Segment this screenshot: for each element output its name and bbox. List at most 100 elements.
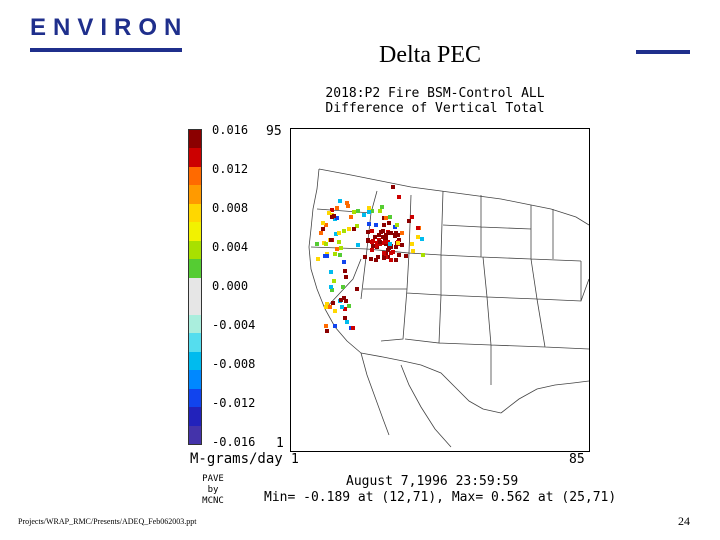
grid-cell (400, 243, 404, 247)
grid-cell (333, 309, 337, 313)
grid-cell (343, 307, 347, 311)
grid-cell (397, 195, 401, 199)
grid-cell (345, 320, 349, 324)
grid-cell (387, 246, 391, 250)
grid-cell (383, 240, 387, 244)
grid-cell (389, 231, 393, 235)
logo-underline (30, 48, 182, 52)
grid-cell (352, 227, 356, 231)
grid-cell (329, 270, 333, 274)
grid-cell (338, 199, 342, 203)
grid-cell (356, 243, 360, 247)
colorbar-tick-label: 0.012 (212, 162, 249, 176)
grid-cell (349, 215, 353, 219)
grid-cell (347, 227, 351, 231)
plot-title: 2018:P2 Fire BSM-Control ALL Difference … (300, 86, 570, 116)
grid-cell (389, 258, 393, 262)
grid-cell (329, 238, 333, 242)
min-max-readout: Min= -0.189 at (12,71), Max= 0.562 at (2… (264, 490, 617, 505)
grid-cell (384, 216, 388, 220)
grid-cell (396, 241, 400, 245)
grid-cell (420, 237, 424, 241)
grid-cell (335, 247, 339, 251)
grid-cell (376, 255, 380, 259)
grid-cell (335, 206, 339, 210)
credit-line1: PAVE (202, 474, 224, 484)
grid-cell (382, 223, 386, 227)
colorbar-tick-label: -0.008 (212, 357, 256, 371)
grid-cell (325, 329, 329, 333)
grid-cell (394, 245, 398, 249)
colorbar-segment (189, 407, 201, 426)
grid-cell (321, 221, 325, 225)
grid-cell (395, 223, 399, 227)
grid-cell (315, 242, 319, 246)
grid-cell (337, 240, 341, 244)
grid-cell (332, 279, 336, 283)
grid-cell (367, 206, 371, 210)
grid-cell (334, 232, 338, 236)
slide-title: Delta PEC (379, 42, 481, 68)
grid-cell (393, 234, 397, 238)
grid-cell (366, 238, 370, 242)
colorbar-tick-label: -0.012 (212, 396, 256, 410)
grid-cell (341, 285, 345, 289)
grid-cell (328, 305, 332, 309)
grid-cell (321, 227, 325, 231)
grid-cell (373, 235, 377, 239)
grid-cell (345, 201, 349, 205)
credit-line3: MCNC (202, 496, 224, 506)
colorbar-tick-label: -0.016 (212, 435, 256, 449)
canada-border (318, 168, 589, 226)
colorbar-segment (189, 185, 201, 204)
timestamp: August 7,1996 23:59:59 (346, 474, 519, 489)
grid-cell (416, 226, 420, 230)
grid-cell (335, 216, 339, 220)
grid-cell (344, 275, 348, 279)
grid-cell (342, 260, 346, 264)
colorbar-segment (189, 259, 201, 278)
grid-cell (316, 257, 320, 261)
plot-title-line1: 2018:P2 Fire BSM-Control ALL (325, 86, 545, 101)
grid-cell (369, 257, 373, 261)
grid-cell (332, 214, 336, 218)
grid-cell (337, 231, 341, 235)
grid-cell (343, 269, 347, 273)
decorative-line (636, 50, 690, 54)
baja-peninsula (360, 352, 390, 436)
grid-cell (355, 287, 359, 291)
grid-cell (327, 211, 331, 215)
grid-cell (330, 208, 334, 212)
colorbar-segment (189, 222, 201, 241)
grid-cell (378, 209, 382, 213)
gulf-coast (500, 380, 589, 414)
grid-cell (363, 255, 367, 259)
grid-cell (381, 235, 385, 239)
grid-cell (382, 251, 386, 255)
grid-cell (388, 215, 392, 219)
colorbar-tick-label: 0.004 (212, 240, 249, 254)
grid-cell (421, 253, 425, 257)
grid-cell (367, 222, 371, 226)
grid-cell (330, 288, 334, 292)
grid-cell (377, 233, 381, 237)
plot-title-line2: Difference of Vertical Total (325, 101, 545, 116)
grid-cell (379, 230, 383, 234)
colorbar-tick-label: 0.000 (212, 279, 249, 293)
credit-block: PAVE by MCNC (195, 474, 231, 507)
grid-cell (333, 252, 337, 256)
colorbar-tick-label: 0.008 (212, 201, 249, 215)
credit-line2: by (207, 485, 219, 495)
grid-cell (333, 324, 337, 328)
grid-cell (410, 215, 414, 219)
grid-cell (351, 326, 355, 330)
logo-text: ENVIRON (30, 14, 189, 41)
grid-cell (397, 253, 401, 257)
grid-cell (331, 301, 335, 305)
grid-cell (400, 231, 404, 235)
fire-emission-cells (315, 185, 425, 333)
grid-cell (324, 242, 328, 246)
grid-cell (339, 298, 343, 302)
colorbar-segment (189, 351, 201, 371)
grid-cell (407, 219, 411, 223)
